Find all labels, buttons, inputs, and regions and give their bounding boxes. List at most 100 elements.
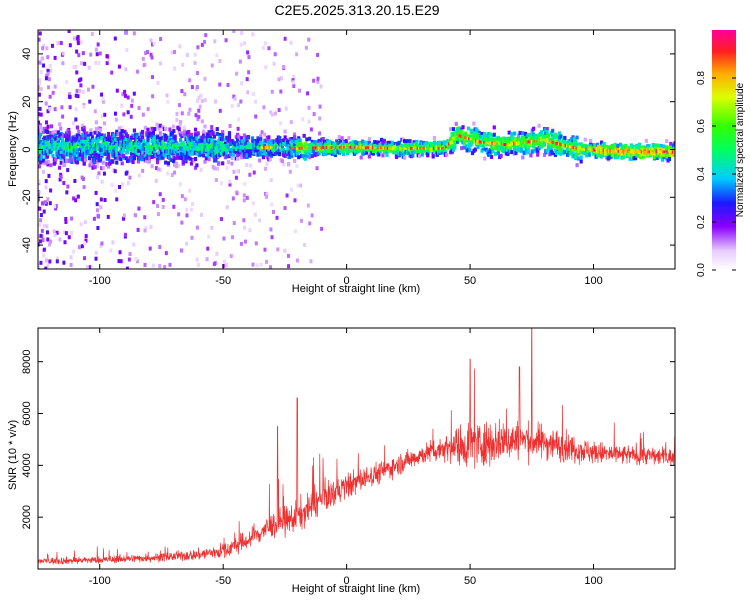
heatmap-cell [251,262,255,267]
heatmap-cell [265,194,269,199]
x-tick-label: -100 [89,275,111,287]
heatmap-cell [44,101,48,106]
heatmap-cell [397,141,401,146]
heatmap-cell [386,140,390,145]
heatmap-cell [75,88,79,93]
heatmap-cell [551,151,555,156]
heatmap-cell [473,147,477,152]
heatmap-cell [124,137,128,142]
heatmap-cell [449,136,453,141]
heatmap-cell [503,143,507,147]
heatmap-cell [53,107,57,112]
heatmap-cell [229,152,233,157]
heatmap-cell [123,93,127,98]
heatmap-cell [293,132,297,137]
heatmap-cell [146,140,150,145]
heatmap-cell [135,135,139,140]
heatmap-cell [517,133,521,138]
heatmap-cell [145,152,149,157]
heatmap-cell [453,145,457,150]
heatmap-cell [47,173,51,178]
heatmap-cell [270,202,274,207]
heatmap-cell [74,107,78,112]
heatmap-cell [62,181,66,186]
heatmap-cell [187,133,191,138]
heatmap-cell [655,156,659,161]
heatmap-cell [44,266,48,269]
heatmap-cell [532,144,536,149]
heatmap-cell [96,139,100,144]
heatmap-cell [225,205,229,210]
heatmap-cell [78,89,82,94]
y-tick-label: 6000 [21,401,33,425]
heatmap-cell [92,162,96,167]
heatmap-cell [483,131,487,136]
heatmap-cell [269,110,273,115]
heatmap-cell [325,138,329,143]
heatmap-cell [58,177,62,182]
heatmap-cell [123,129,127,134]
heatmap-cell [526,146,530,151]
heatmap-cell [92,216,96,221]
heatmap-cell [557,131,562,136]
heatmap-cell [76,94,80,99]
heatmap-cell [58,237,62,242]
heatmap-cell [219,151,223,156]
heatmap-cell [633,156,638,161]
heatmap-cell [268,139,272,144]
heatmap-cell [288,169,292,174]
heatmap-cell [142,63,146,68]
heatmap-cell [99,243,103,248]
heatmap-cell [200,99,204,104]
heatmap-cell [203,98,207,103]
heatmap-cell [295,258,299,263]
heatmap-cell [98,128,103,133]
heatmap-cell [63,133,67,138]
colorbar-label: Normalized spectral amplitude [735,82,746,217]
heatmap-cell [579,155,583,160]
heatmap-cell [80,123,84,128]
heatmap-cell [460,130,464,135]
heatmap-cell [400,146,404,151]
heatmap-cell [187,139,191,144]
heatmap-cell [389,148,393,153]
heatmap-cell [89,132,93,137]
heatmap-cell [170,50,174,55]
heatmap-cell [113,111,117,116]
heatmap-cell [597,153,601,158]
heatmap-cell [60,136,65,141]
heatmap-cell [53,232,57,237]
heatmap-cell [159,150,164,155]
heatmap-cell [68,95,72,100]
heatmap-cell [205,257,209,262]
heatmap-cell [217,161,221,166]
heatmap-cell [79,83,83,88]
spectrogram-heatmap [38,30,675,269]
heatmap-cell [49,124,54,129]
heatmap-cell [204,156,208,161]
heatmap-cell [316,79,320,84]
heatmap-cell [207,157,211,162]
snr-y-ticks: 2000 4000 6000 8000 [21,349,675,529]
heatmap-cell [132,128,137,133]
heatmap-cell [367,154,371,159]
heatmap-cell [165,93,169,98]
x-tick-label: -50 [215,275,231,287]
heatmap-cell [130,103,134,108]
heatmap-cell [248,163,252,168]
heatmap-cell [252,91,256,96]
heatmap-cell [161,197,165,202]
heatmap-cell [230,104,234,109]
heatmap-cell [252,170,256,175]
heatmap-cell [236,168,240,173]
heatmap-cell [68,43,72,48]
heatmap-cell [256,148,260,153]
heatmap-cell [407,150,411,155]
heatmap-cell [299,142,304,147]
x-tick-label: 50 [464,275,476,287]
heatmap-cell [59,146,63,151]
heatmap-cell [84,238,88,243]
heatmap-cell [46,85,50,90]
heatmap-cell [76,41,80,46]
heatmap-cell [115,150,119,155]
